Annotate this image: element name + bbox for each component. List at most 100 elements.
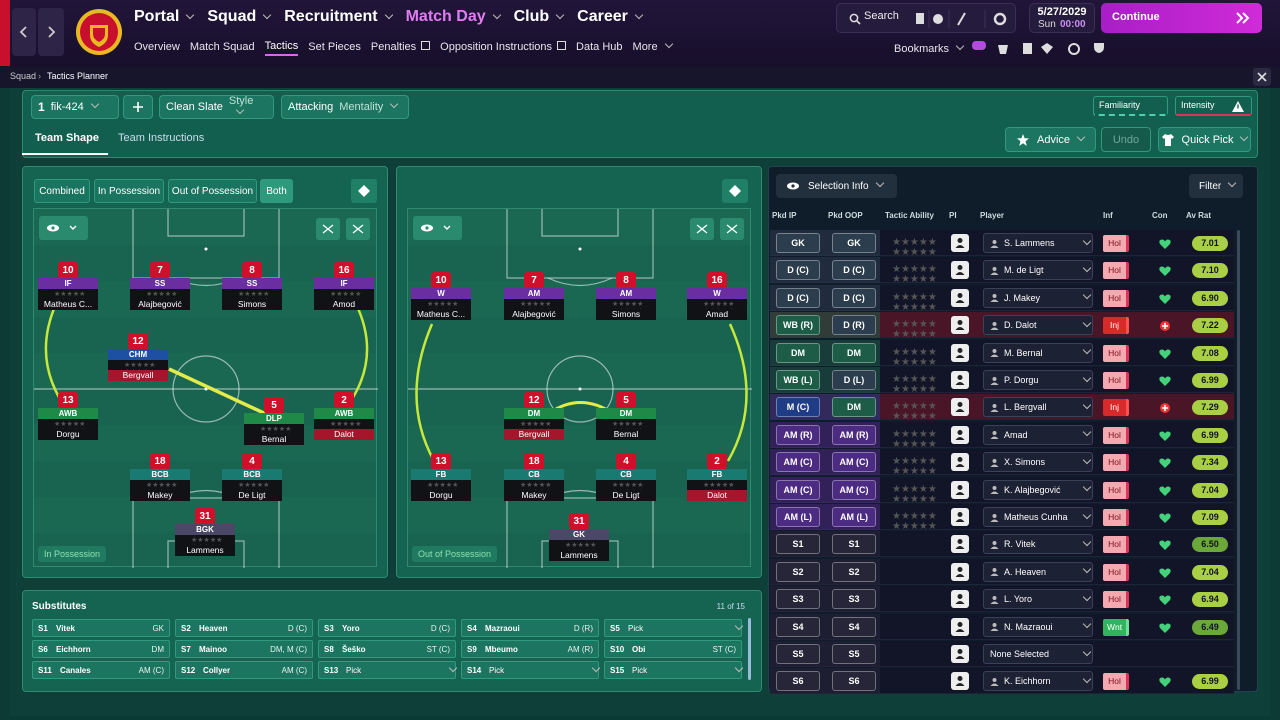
visibility-select[interactable] xyxy=(413,216,462,240)
forward-button[interactable] xyxy=(38,8,64,56)
player-card[interactable]: 4CB★★★★★★★★★★De Ligt xyxy=(596,453,656,503)
column-header[interactable]: Av Rat xyxy=(1186,211,1212,220)
date-box[interactable] xyxy=(1029,3,1095,33)
substitute-slot[interactable]: S3 Yoro D (C) xyxy=(318,619,456,637)
position-cell[interactable]: S4 xyxy=(776,616,820,637)
pi-button[interactable] xyxy=(951,261,969,280)
player-select[interactable]: Matheus Cunha xyxy=(983,507,1093,527)
position-cell[interactable]: S3 xyxy=(776,589,820,610)
selection-info-button[interactable]: Selection Info xyxy=(776,174,897,198)
pitch-view-button[interactable] xyxy=(722,179,748,203)
substitute-slot[interactable]: S6 Eichhorn DM xyxy=(32,640,170,658)
pi-button[interactable] xyxy=(951,535,969,554)
position-cell[interactable]: D (R) xyxy=(832,315,876,336)
player-card[interactable]: 7SS★★★★★★★★★★Alajbegović xyxy=(130,262,190,312)
column-header[interactable]: Con xyxy=(1152,211,1168,220)
column-header[interactable]: Pkd OOP xyxy=(828,211,863,220)
search-label[interactable]: Search xyxy=(864,10,899,22)
player-select[interactable]: M. de Ligt xyxy=(983,260,1093,281)
pi-button[interactable] xyxy=(951,398,969,417)
pitch-tool-button[interactable] xyxy=(316,218,340,240)
quick-icons[interactable] xyxy=(913,10,1013,28)
player-select[interactable]: R. Vitek xyxy=(983,534,1093,555)
position-cell[interactable]: S6 xyxy=(776,671,820,692)
pi-button[interactable] xyxy=(951,288,969,307)
pi-button[interactable] xyxy=(951,672,969,691)
player-select[interactable]: X. Simons xyxy=(983,452,1093,473)
substitute-slot[interactable]: S15 Pick xyxy=(604,661,742,679)
mentality-select[interactable]: Attacking Mentality xyxy=(281,95,409,119)
main-menu-item[interactable]: Portal xyxy=(134,8,193,26)
position-cell[interactable]: D (C) xyxy=(832,287,876,308)
position-cell[interactable]: GK xyxy=(776,233,820,253)
main-menu-item[interactable]: Club xyxy=(514,8,564,26)
substitute-slot[interactable]: S10 Obi ST (C) xyxy=(604,640,742,658)
style-select[interactable]: Clean Slate Style xyxy=(159,95,274,119)
substitute-slot[interactable]: S7 Mainoo DM, M (C) xyxy=(175,640,313,658)
player-select[interactable]: M. Bernal xyxy=(983,342,1093,363)
player-select[interactable]: None Selected xyxy=(983,644,1093,664)
player-select[interactable]: J. Makey xyxy=(983,287,1093,308)
column-header[interactable]: Pkd IP xyxy=(772,211,797,220)
tab[interactable]: Team Shape xyxy=(35,132,99,144)
view-filter[interactable]: In Possession xyxy=(94,179,164,203)
intensity[interactable]: Intensity xyxy=(1175,96,1252,116)
add-tactic[interactable] xyxy=(123,95,153,119)
substitute-slot[interactable]: S9 Mbeumo AM (R) xyxy=(461,640,599,658)
player-select[interactable]: D. Dalot xyxy=(983,315,1093,336)
undo-button[interactable]: Undo xyxy=(1101,127,1151,152)
position-cell[interactable]: DM xyxy=(776,342,820,363)
main-menu-item[interactable]: Match Day xyxy=(406,8,500,26)
player-select[interactable]: K. Eichhorn xyxy=(983,671,1093,692)
pi-button[interactable] xyxy=(951,508,969,526)
position-cell[interactable]: WB (L) xyxy=(776,370,820,390)
position-cell[interactable]: M (C) xyxy=(776,397,820,418)
substitute-slot[interactable]: S14 Pick xyxy=(461,661,599,679)
sub-menu-item[interactable]: Match Squad xyxy=(189,41,255,53)
substitute-slot[interactable]: S13 Pick xyxy=(318,661,456,679)
position-cell[interactable]: D (C) xyxy=(832,260,876,281)
sub-menu-item[interactable]: Data Hub xyxy=(576,41,623,53)
main-menu-item[interactable]: Career xyxy=(577,8,642,26)
sub-menu-item[interactable]: More xyxy=(633,41,672,55)
tab[interactable]: Team Instructions xyxy=(118,132,205,144)
column-header[interactable]: PI xyxy=(949,211,957,220)
pitch-tool-button[interactable] xyxy=(346,218,370,240)
sub-menu-item[interactable]: Opposition Instructions xyxy=(440,41,566,55)
visibility-select[interactable] xyxy=(39,216,88,240)
position-cell[interactable]: S2 xyxy=(832,561,876,582)
sub-menu-item[interactable]: Tactics xyxy=(264,40,299,56)
position-cell[interactable]: D (C) xyxy=(776,287,820,308)
pi-button[interactable] xyxy=(951,617,969,636)
position-cell[interactable]: AM (R) xyxy=(832,424,876,445)
sub-menu-item[interactable]: Penalties xyxy=(371,41,430,55)
sub-menu-item[interactable]: Set Pieces xyxy=(308,41,361,53)
pi-button[interactable] xyxy=(951,425,969,444)
player-select[interactable]: Amad xyxy=(983,424,1093,445)
position-cell[interactable]: WB (R) xyxy=(776,315,820,336)
position-cell[interactable]: S3 xyxy=(832,589,876,610)
advice-button[interactable]: Advice xyxy=(1005,127,1096,152)
pi-button[interactable] xyxy=(951,480,969,499)
position-cell[interactable]: AM (R) xyxy=(776,424,820,445)
view-filter[interactable]: Combined xyxy=(34,179,90,203)
tactic-select[interactable]: 1 fik-424 xyxy=(31,95,119,119)
position-cell[interactable]: D (C) xyxy=(776,260,820,281)
player-select[interactable]: L. Bergvall xyxy=(983,397,1093,418)
position-cell[interactable]: DM xyxy=(832,342,876,363)
position-cell[interactable]: GK xyxy=(832,233,876,253)
position-cell[interactable]: S6 xyxy=(832,671,876,692)
player-select[interactable]: N. Mazraoui xyxy=(983,616,1093,637)
player-card[interactable]: 2FB★★★★★★★★★★Dalot xyxy=(687,453,747,503)
filter-button[interactable]: Filter xyxy=(1189,174,1243,198)
substitute-slot[interactable]: S1 Vitek GK xyxy=(32,619,170,637)
position-cell[interactable]: S2 xyxy=(776,561,820,582)
substitute-slot[interactable]: S12 Collyer AM (C) xyxy=(175,661,313,679)
